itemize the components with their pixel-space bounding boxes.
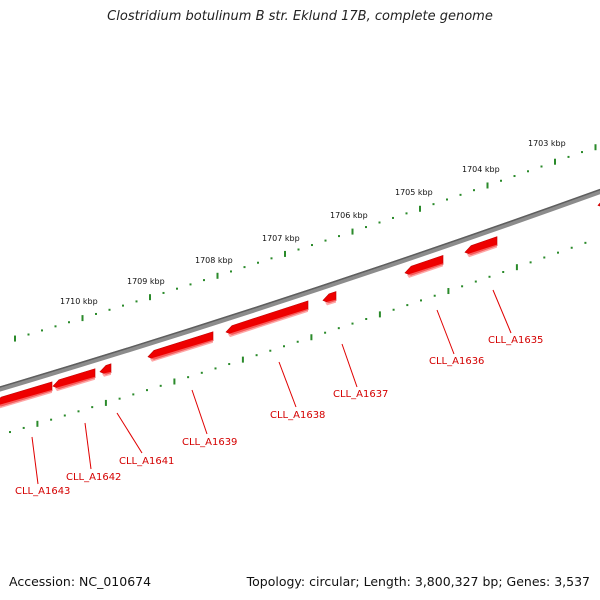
kbp-label: 1705 kbp [395, 188, 433, 197]
gene-label-group: CLL_A1636 [429, 309, 484, 367]
gene-arrow [404, 254, 444, 278]
gene-arrow [464, 236, 498, 258]
gene-leader-line [278, 361, 297, 408]
gene-arrow [225, 300, 309, 338]
genome-summary-text: Topology: circular; Length: 3,800,327 bp… [246, 574, 590, 589]
gene-leader-line [492, 289, 512, 334]
gene-label: CLL_A1641 [119, 456, 174, 467]
gene-leader-line [436, 309, 455, 355]
kbp-label: 1707 kbp [262, 234, 300, 243]
kbp-label: 1703 kbp [528, 139, 566, 148]
gene-label-group: CLL_A1642 [66, 422, 121, 483]
gene-label: CLL_A1639 [182, 437, 237, 448]
gene-leader-line [31, 436, 39, 485]
gene-leader-line [191, 389, 208, 435]
gene-arrow [322, 291, 337, 306]
kbp-label: 1706 kbp [330, 211, 368, 220]
gene-label: CLL_A1635 [488, 335, 543, 346]
gene-label: CLL_A1637 [333, 389, 388, 400]
gene-labels: CLL_A1635 CLL_A1636 CLL_A1637 CLL_A1638 CLL_… [15, 289, 543, 497]
outer-tick-track [14, 144, 597, 342]
kbp-label: 1710 kbp [60, 297, 98, 306]
kbp-label: 1709 kbp [127, 277, 165, 286]
gene-arrow [99, 363, 112, 377]
genome-backbone-highlight [0, 188, 600, 388]
gene-arrow [0, 381, 53, 409]
gene-leader-line [84, 422, 92, 470]
genome-backbone [0, 188, 600, 392]
map-title: Clostridium botulinum B str. Eklund 17B,… [107, 9, 493, 24]
gene-label-group: CLL_A1635 [488, 289, 543, 346]
gene-label-group: CLL_A1637 [333, 343, 388, 400]
gene-label-group: CLL_A1641 [116, 412, 174, 467]
gene-leader-line [341, 343, 358, 388]
gene-arrow [52, 368, 96, 392]
gene-label-group: CLL_A1638 [270, 361, 325, 421]
gene-label-group: CLL_A1639 [182, 389, 237, 448]
gene-label: CLL_A1642 [66, 472, 121, 483]
gene-label: CLL_A1638 [270, 410, 325, 421]
gene-arrow [147, 331, 214, 362]
accession-text: Accession: NC_010674 [9, 574, 152, 589]
gene-features [0, 202, 600, 409]
kbp-label: 1708 kbp [195, 256, 233, 265]
gene-label: CLL_A1636 [429, 356, 484, 367]
kbp-label: 1704 kbp [462, 165, 500, 174]
gene-leader-line [116, 412, 143, 454]
gene-label: CLL_A1643 [15, 486, 70, 497]
gene-label-group: CLL_A1643 [15, 436, 70, 497]
kbp-scale-labels: 1703 kbp 1704 kbp 1705 kbp 1706 kbp 1707 kbp… [60, 139, 566, 306]
inner-tick-track [9, 241, 587, 434]
